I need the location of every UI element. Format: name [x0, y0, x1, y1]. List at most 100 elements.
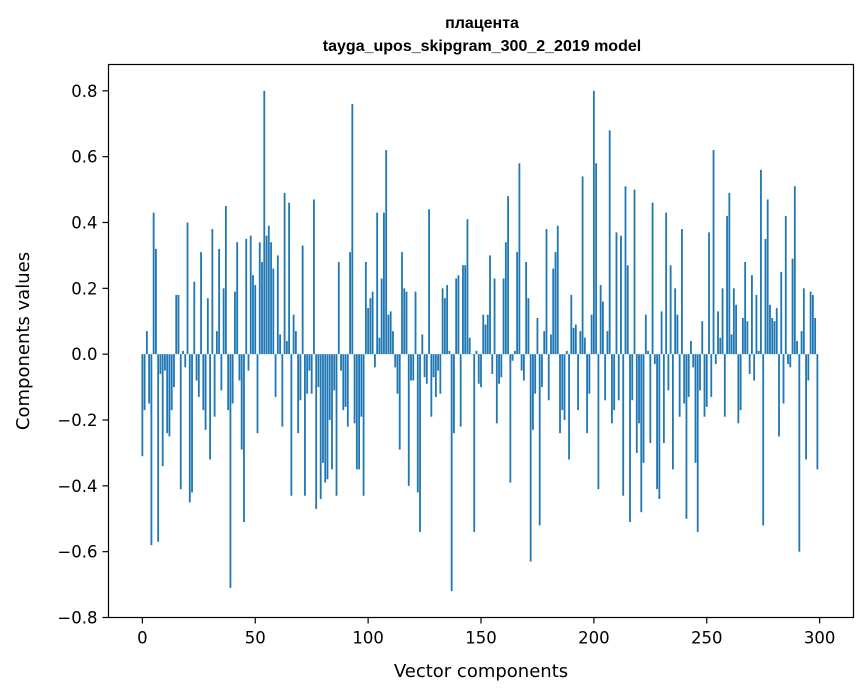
bar-component-5: [152, 212, 155, 355]
bar-component-190: [570, 294, 573, 355]
bar-component-137: [450, 354, 453, 592]
bar-component-181: [550, 334, 552, 355]
bar-component-97: [360, 354, 363, 417]
bar-component-171: [527, 298, 530, 355]
bar-component-67: [292, 314, 295, 355]
x-tick-label: 0: [137, 629, 148, 648]
x-tick-label: 150: [465, 629, 497, 648]
bar-component-85: [333, 354, 336, 391]
bar-component-245: [694, 354, 697, 463]
bar-component-153: [486, 314, 489, 355]
bar-component-161: [504, 242, 507, 355]
bar-component-267: [744, 262, 747, 355]
bar-component-210: [615, 232, 618, 355]
bar-component-268: [746, 321, 749, 355]
bar-component-104: [376, 212, 379, 355]
bar-component-237: [676, 314, 679, 355]
bar-component-233: [667, 354, 670, 391]
bar-component-66: [290, 354, 293, 496]
bar-component-232: [665, 212, 668, 355]
bar-component-192: [574, 324, 577, 355]
bar-component-177: [541, 354, 543, 388]
bar-component-42: [236, 242, 239, 355]
bar-component-147: [473, 354, 476, 532]
bar-component-212: [620, 235, 622, 355]
bar-component-168: [520, 354, 523, 371]
bar-component-99: [364, 262, 367, 355]
y-tick-label: 0.6: [71, 148, 97, 167]
bar-component-207: [608, 130, 611, 355]
bar-component-285: [784, 215, 787, 355]
bar-component-261: [730, 334, 733, 355]
bar-component-179: [545, 229, 548, 355]
bar-component-231: [662, 354, 665, 444]
bar-component-33: [215, 331, 218, 355]
y-tick-label: 0.8: [71, 82, 97, 101]
bar-component-25: [197, 354, 200, 397]
bar-component-291: [798, 354, 801, 552]
bar-component-54: [263, 90, 266, 355]
bar-component-169: [522, 354, 525, 381]
bar-component-273: [757, 350, 760, 355]
bar-component-41: [234, 291, 236, 355]
bar-component-17: [179, 354, 182, 490]
bar-component-175: [536, 317, 539, 355]
bar-component-115: [401, 252, 403, 355]
bar-component-193: [577, 354, 579, 411]
bar-component-258: [723, 354, 726, 417]
y-tick-label: 0.0: [71, 345, 97, 364]
bar-component-280: [773, 321, 776, 355]
bar-component-201: [595, 163, 598, 355]
bar-component-162: [507, 196, 509, 355]
x-tick-label: 50: [245, 629, 266, 648]
bar-component-106: [380, 278, 383, 355]
bar-component-75: [310, 354, 313, 394]
bar-component-165: [513, 350, 516, 355]
bar-component-31: [211, 229, 214, 355]
bar-component-184: [556, 225, 559, 355]
y-tick-label: −0.6: [57, 543, 97, 562]
bar-component-164: [511, 354, 514, 361]
bar-component-225: [649, 354, 652, 444]
bar-component-57: [270, 242, 272, 355]
bar-component-123: [419, 354, 421, 532]
bar-component-94: [353, 354, 356, 424]
bar-component-284: [782, 354, 785, 404]
bar-component-138: [453, 354, 455, 434]
bar-component-70: [299, 354, 302, 401]
bar-component-189: [568, 354, 570, 460]
bar-component-65: [288, 202, 291, 355]
bar-component-7: [157, 354, 160, 542]
bar-component-253: [712, 150, 715, 355]
bar-component-134: [443, 298, 446, 355]
bar-component-167: [518, 163, 521, 355]
bar-component-29: [206, 298, 209, 355]
bar-component-255: [717, 311, 719, 355]
bar-component-105: [378, 337, 381, 355]
bar-component-24: [195, 354, 198, 381]
bar-component-281: [775, 308, 778, 355]
bar-component-103: [373, 354, 376, 368]
bar-component-219: [635, 354, 638, 453]
bar-component-259: [726, 215, 728, 355]
bar-component-89: [342, 354, 345, 411]
bar-component-69: [297, 354, 300, 434]
bar-component-260: [728, 192, 731, 355]
bar-component-11: [166, 354, 169, 434]
bar-component-124: [421, 334, 424, 355]
bar-component-68: [294, 331, 297, 355]
bar-component-109: [387, 314, 390, 355]
bar-component-27: [202, 354, 205, 411]
x-tick-label: 300: [804, 629, 836, 648]
bar-component-152: [484, 324, 487, 355]
bar-component-166: [516, 252, 519, 355]
bar-component-20: [186, 222, 189, 355]
bar-component-256: [719, 337, 722, 355]
bar-component-218: [633, 189, 636, 355]
bar-component-269: [748, 354, 751, 374]
bar-component-293: [802, 288, 805, 355]
bar-component-240: [683, 354, 686, 404]
bar-component-87: [337, 262, 340, 355]
bar-component-266: [741, 317, 744, 355]
bar-component-46: [245, 238, 248, 355]
